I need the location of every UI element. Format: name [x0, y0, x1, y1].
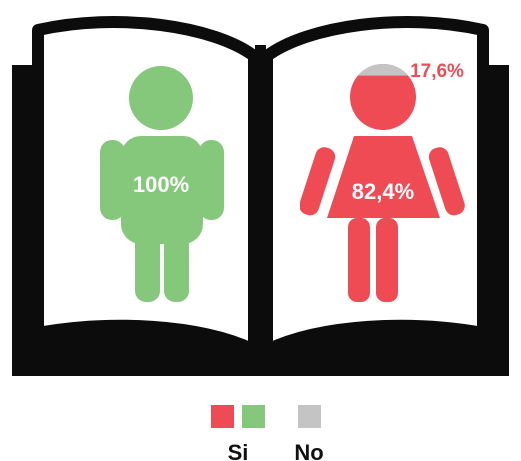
legend-swatch-no [298, 405, 321, 428]
female-no-fill [300, 64, 468, 76]
legend-label-si: Si [228, 440, 249, 461]
book-gutter [255, 45, 266, 352]
female-si-value-label: 82,4% [352, 179, 414, 204]
male-figure [100, 66, 224, 302]
legend-swatch-si-red [211, 405, 234, 428]
female-no-value-label: 17,6% [410, 61, 464, 82]
legend: Si No [211, 405, 324, 461]
male-si-value-label: 100% [133, 172, 189, 197]
book-spine-edge [36, 356, 485, 376]
legend-swatch-si-green [242, 405, 265, 428]
legend-label-no: No [294, 440, 323, 461]
bookmark [258, 205, 264, 252]
